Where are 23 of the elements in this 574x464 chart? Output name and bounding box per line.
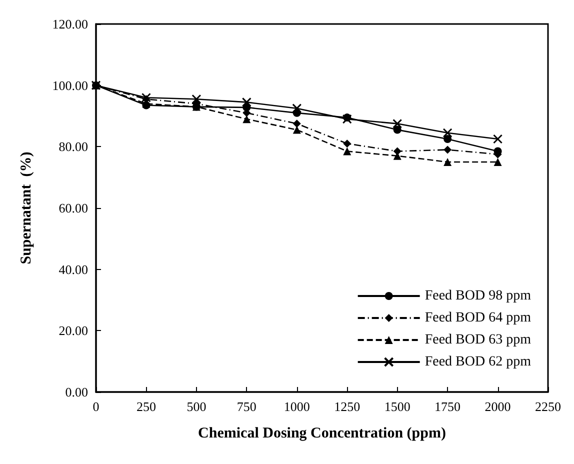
x-tick-label: 1750 <box>434 399 461 414</box>
y-tick-label: 20.00 <box>58 323 88 338</box>
y-tick-label: 40.00 <box>58 262 88 277</box>
x-tick-label: 2250 <box>535 399 561 414</box>
x-tick-label: 1500 <box>384 399 410 414</box>
legend-label: Feed BOD 98 ppm <box>424 288 532 304</box>
x-tick-label: 750 <box>236 399 256 414</box>
y-tick-label: 100.00 <box>52 78 88 93</box>
y-axis-title: Supernatant (%) <box>18 152 34 264</box>
x-tick-label: 2000 <box>484 399 511 414</box>
x-tick-label: 0 <box>92 399 100 414</box>
legend-label: Feed BOD 62 ppm <box>424 354 532 370</box>
x-tick-label: 250 <box>136 399 156 414</box>
x-axis-title: Chemical Dosing Concentration (ppm) <box>198 426 446 442</box>
legend-label: Feed BOD 63 ppm <box>424 332 532 348</box>
x-tick-label: 1000 <box>284 399 310 414</box>
y-tick-label: 120.00 <box>52 16 88 32</box>
x-tick-label: 1250 <box>334 399 360 414</box>
y-tick-label: 0.00 <box>65 384 88 400</box>
y-tick-label: 80.00 <box>58 139 88 154</box>
x-tick-label: 500 <box>186 399 206 414</box>
y-tick-label: 60.00 <box>58 200 88 216</box>
legend-label: Feed BOD 64 ppm <box>424 310 532 326</box>
